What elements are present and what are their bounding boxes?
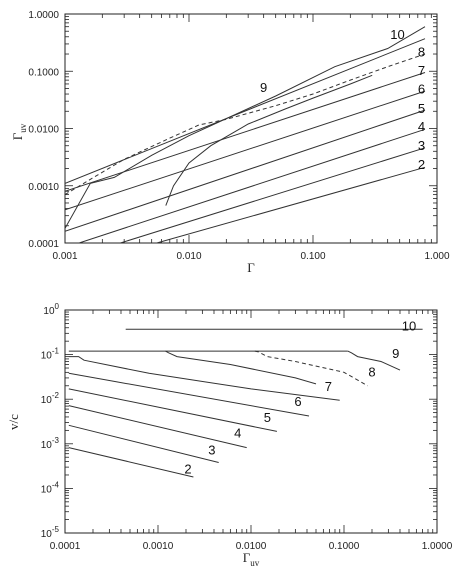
series-line-7 xyxy=(68,356,340,401)
series-line-unlabeled-9 xyxy=(65,38,426,184)
series-group xyxy=(68,328,423,478)
x-tick-label: 0.100 xyxy=(300,251,325,262)
y-tick-label: 100 xyxy=(43,302,59,317)
plot-frame xyxy=(64,13,438,244)
curve-label-7: 7 xyxy=(418,63,425,78)
series-line-2 xyxy=(68,447,194,478)
y-tick-label: 10-1 xyxy=(41,347,60,362)
series-line-4 xyxy=(68,405,247,449)
series-line-5 xyxy=(68,388,278,432)
y-tick-label: 0.0100 xyxy=(28,125,59,136)
series-line-2 xyxy=(156,166,426,243)
curve-label-9: 9 xyxy=(260,80,267,95)
curve-label-8: 8 xyxy=(368,364,375,379)
x-tick-label: 1.0000 xyxy=(422,541,453,552)
curve-label-10: 10 xyxy=(390,27,404,42)
x-tick-label: 0.0001 xyxy=(50,541,81,552)
curve-label-3: 3 xyxy=(418,138,425,153)
x-tick-label: 0.0100 xyxy=(236,541,267,552)
x-tick-label: 0.1000 xyxy=(329,541,360,552)
series-line-6 xyxy=(68,372,310,417)
y-tick-label: 0.1000 xyxy=(28,67,59,78)
curve-label-2: 2 xyxy=(184,461,191,476)
series-line-3 xyxy=(68,424,219,463)
curve-label-6: 6 xyxy=(294,394,301,409)
curve-label-8: 8 xyxy=(418,45,425,60)
curve-label-5: 5 xyxy=(264,410,271,425)
y-tick-label: 10-3 xyxy=(41,436,60,451)
series-line-unlabeled-8 xyxy=(165,350,317,385)
curve-label-2: 2 xyxy=(418,157,425,172)
series-line-9 xyxy=(165,74,373,206)
x-axis-title: Γ xyxy=(247,260,255,275)
x-tick-label: 0.0010 xyxy=(143,541,174,552)
series-line-4 xyxy=(78,128,426,243)
y-tick-label: 0.0010 xyxy=(28,182,59,193)
series-line-3 xyxy=(120,147,426,243)
y-tick-label: 10-2 xyxy=(41,391,60,406)
y-axis-title: Γuv xyxy=(10,123,28,140)
series-line-9 xyxy=(347,350,401,371)
y-axis-title: v/c xyxy=(6,414,21,430)
y-tick-label: 10-4 xyxy=(41,480,60,495)
curve-label-10: 10 xyxy=(402,318,416,333)
series-line-8 xyxy=(254,350,368,387)
curve-label-3: 3 xyxy=(208,442,215,457)
curve-label-4: 4 xyxy=(418,119,425,134)
series-line-6 xyxy=(65,90,426,211)
series-group xyxy=(65,26,426,243)
chart-2: 0.0001 0.0010 0.0100 0.1000 1.0000 100 10-1 10-… xyxy=(6,302,453,568)
plot-frame xyxy=(64,309,438,534)
series-line-8 xyxy=(65,53,426,196)
curve-label-5: 5 xyxy=(418,101,425,116)
x-tick-label: 1.000 xyxy=(424,251,449,262)
series-line-10 xyxy=(65,26,426,229)
x-tick-label: 0.001 xyxy=(52,251,77,262)
chart-1: 0.001 0.010 0.100 1.000 0.0001 0.0010 0.0100 0.… xyxy=(10,10,450,275)
series-line-7 xyxy=(65,72,426,192)
series-line-5 xyxy=(65,109,426,232)
curve-label-4: 4 xyxy=(234,425,241,440)
x-tick-label: 0.010 xyxy=(176,251,201,262)
y-tick-label: 1.0000 xyxy=(28,10,59,21)
y-tick-label: 10-5 xyxy=(41,525,60,540)
y-tick-label: 0.0001 xyxy=(28,239,59,250)
curve-label-9: 9 xyxy=(392,346,399,361)
x-axis-title: Γuv xyxy=(243,550,260,568)
curve-label-6: 6 xyxy=(418,81,425,96)
curve-label-7: 7 xyxy=(325,379,332,394)
